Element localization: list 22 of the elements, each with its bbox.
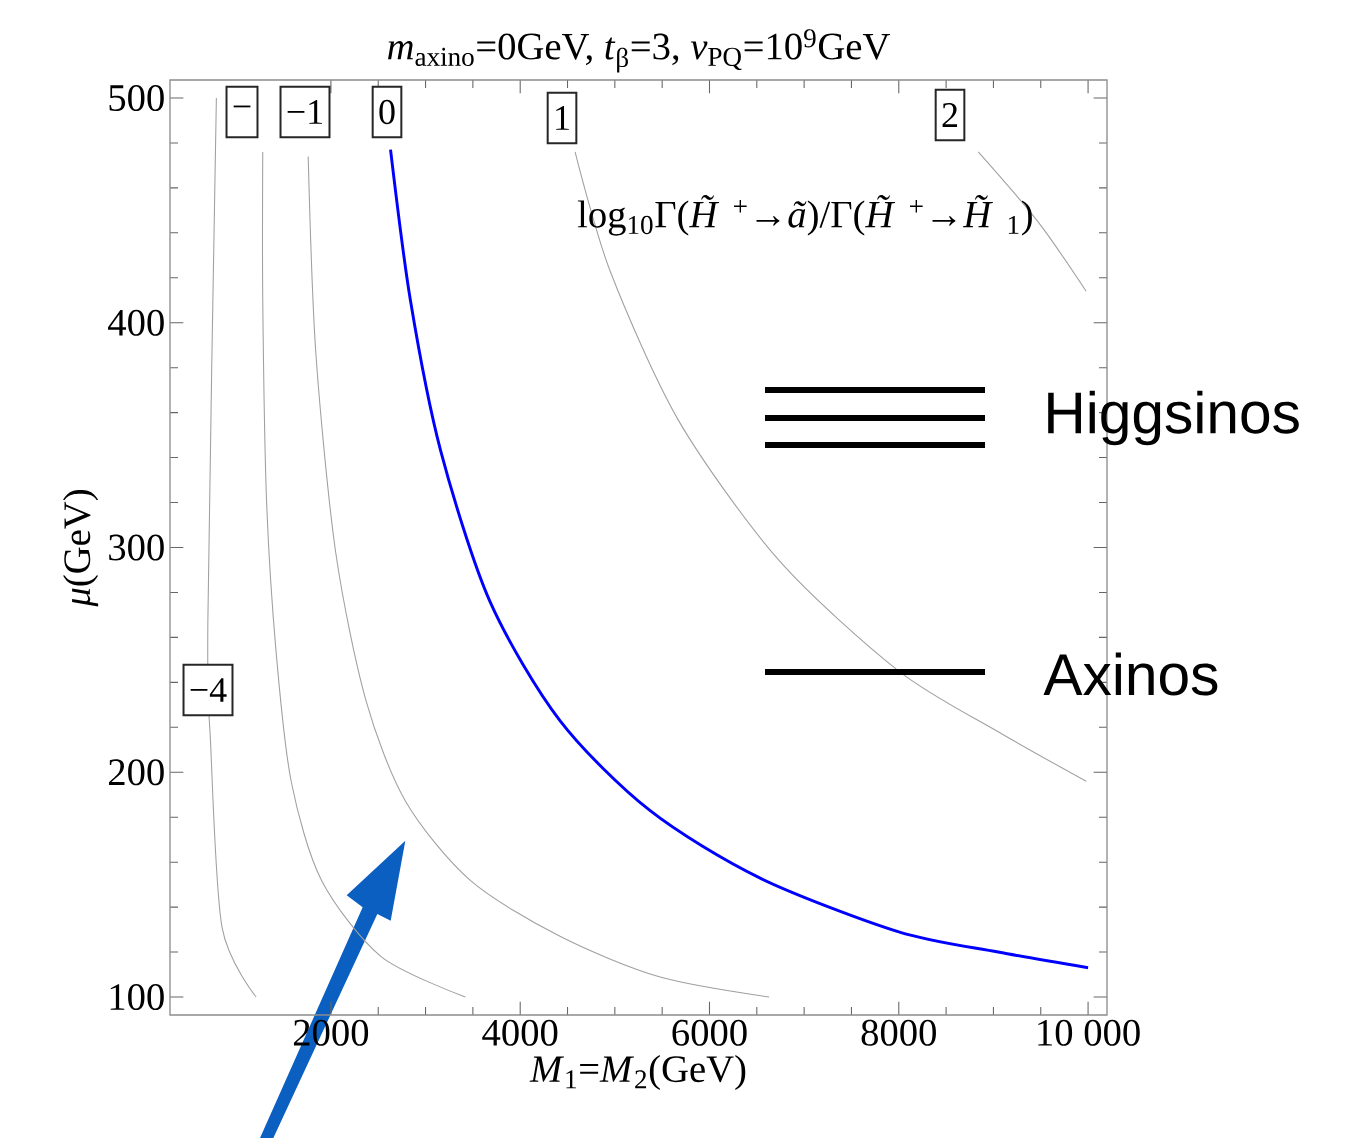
- y-tick-label: 400: [108, 309, 164, 336]
- annotation: 1: [556, 106, 569, 130]
- y-tick-label: 200: [108, 759, 164, 786]
- y-axis-title: μ(GeV): [63, 490, 99, 607]
- x-tick-label: 8000: [861, 1019, 936, 1046]
- y-tick-label: 500: [109, 84, 164, 112]
- x-tick-label: 10 000: [1038, 1019, 1140, 1046]
- annotation: −: [233, 105, 251, 108]
- annotation: 0: [379, 99, 395, 125]
- line-series: [261, 151, 466, 998]
- x-axis-title: M$_{1}$=M$_{2}$(GeV): [529, 1054, 746, 1091]
- text: log$_{10}$Γ(H̃$^{+}$→ã)/Γ(H̃$^{+}$→H̃$_{1}$): [577, 195, 1032, 236]
- annotation: −1: [287, 100, 323, 124]
- x-tick-label: 6000: [672, 1019, 747, 1046]
- annotation: Higgsinos: [1048, 390, 1299, 446]
- annotation: −4: [190, 678, 227, 702]
- y-tick-label: 300: [109, 534, 164, 561]
- annotation: 2: [942, 103, 958, 127]
- chart-title: m$_{axino}$=0GeV, t$_{β}$=3, v$_{PQ}$=10$^{9}$GeV: [388, 29, 890, 73]
- x-tick-label: 4000: [482, 1019, 558, 1046]
- annotation: Axinos: [1043, 652, 1218, 696]
- y-tick-label: 100: [110, 983, 164, 1011]
